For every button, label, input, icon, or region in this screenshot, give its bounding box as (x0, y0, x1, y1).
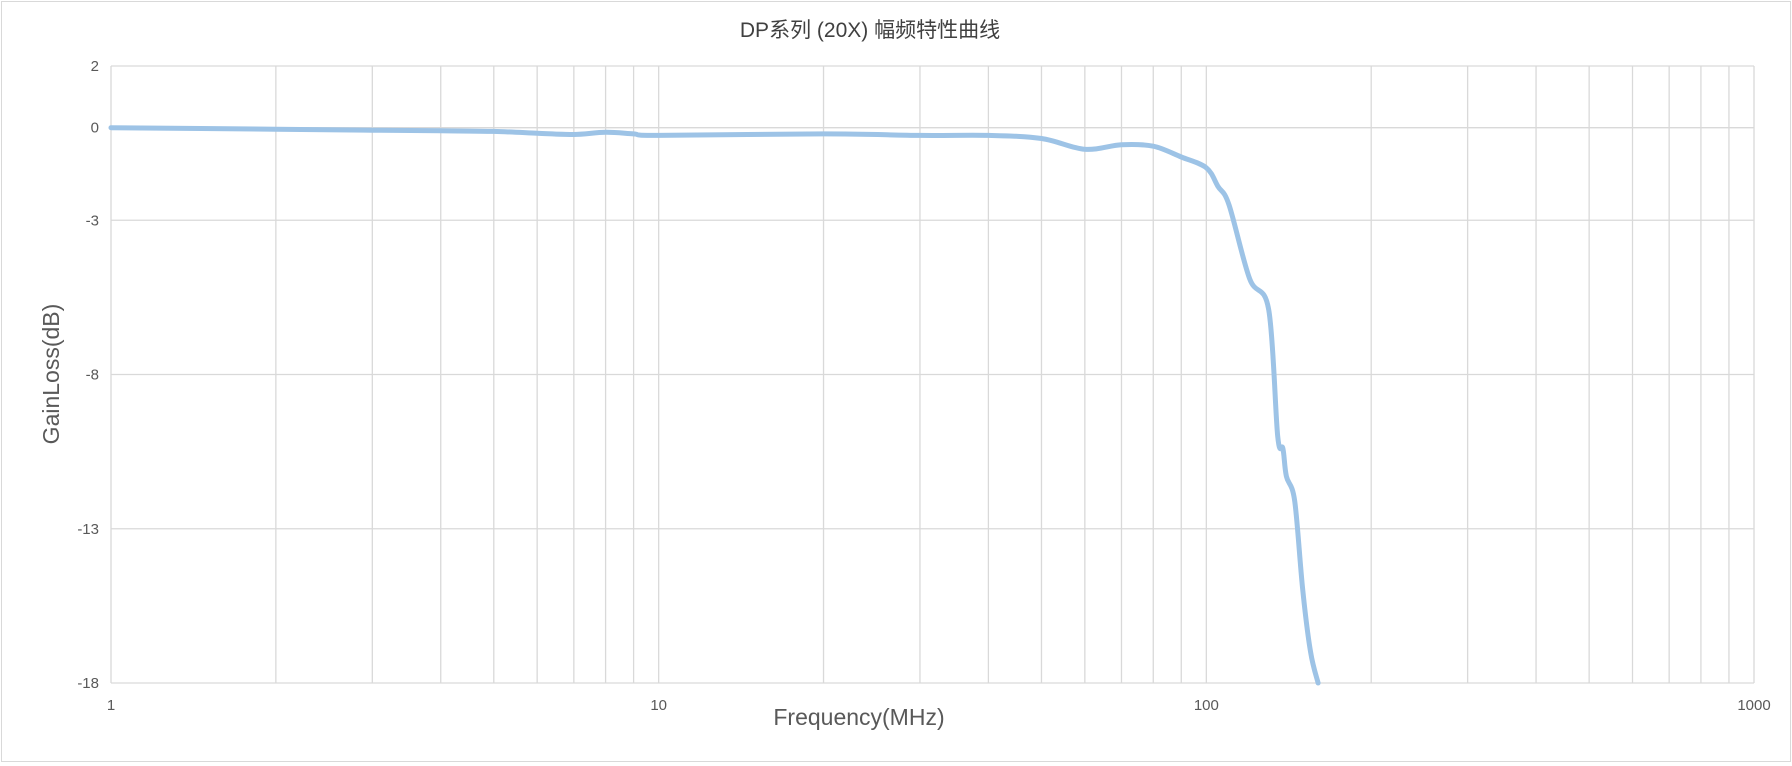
x-tick-label: 100 (1194, 697, 1219, 714)
y-tick-label: -3 (86, 212, 99, 229)
x-tick-label: 1 (107, 697, 115, 714)
grid (110, 65, 1755, 684)
tick-labels: 2 0 -3 -8 -13 -18 1 10 100 1000 (77, 58, 1770, 714)
y-tick-label: -18 (77, 675, 99, 692)
x-tick-label: 1000 (1737, 697, 1770, 714)
x-tick-label: 10 (650, 697, 667, 714)
y-tick-label: -8 (86, 367, 99, 384)
y-axis-title: GainLoss(dB) (38, 304, 64, 445)
y-tick-label: 2 (91, 58, 99, 75)
series-line (108, 125, 1321, 686)
series-layer (108, 125, 1321, 686)
y-tick-label: -13 (77, 521, 99, 538)
x-axis-title: Frequency(MHz) (773, 704, 944, 730)
chart-title: DP系列 (20X) 幅频特性曲线 (740, 19, 1000, 42)
y-tick-label: 0 (91, 120, 99, 137)
